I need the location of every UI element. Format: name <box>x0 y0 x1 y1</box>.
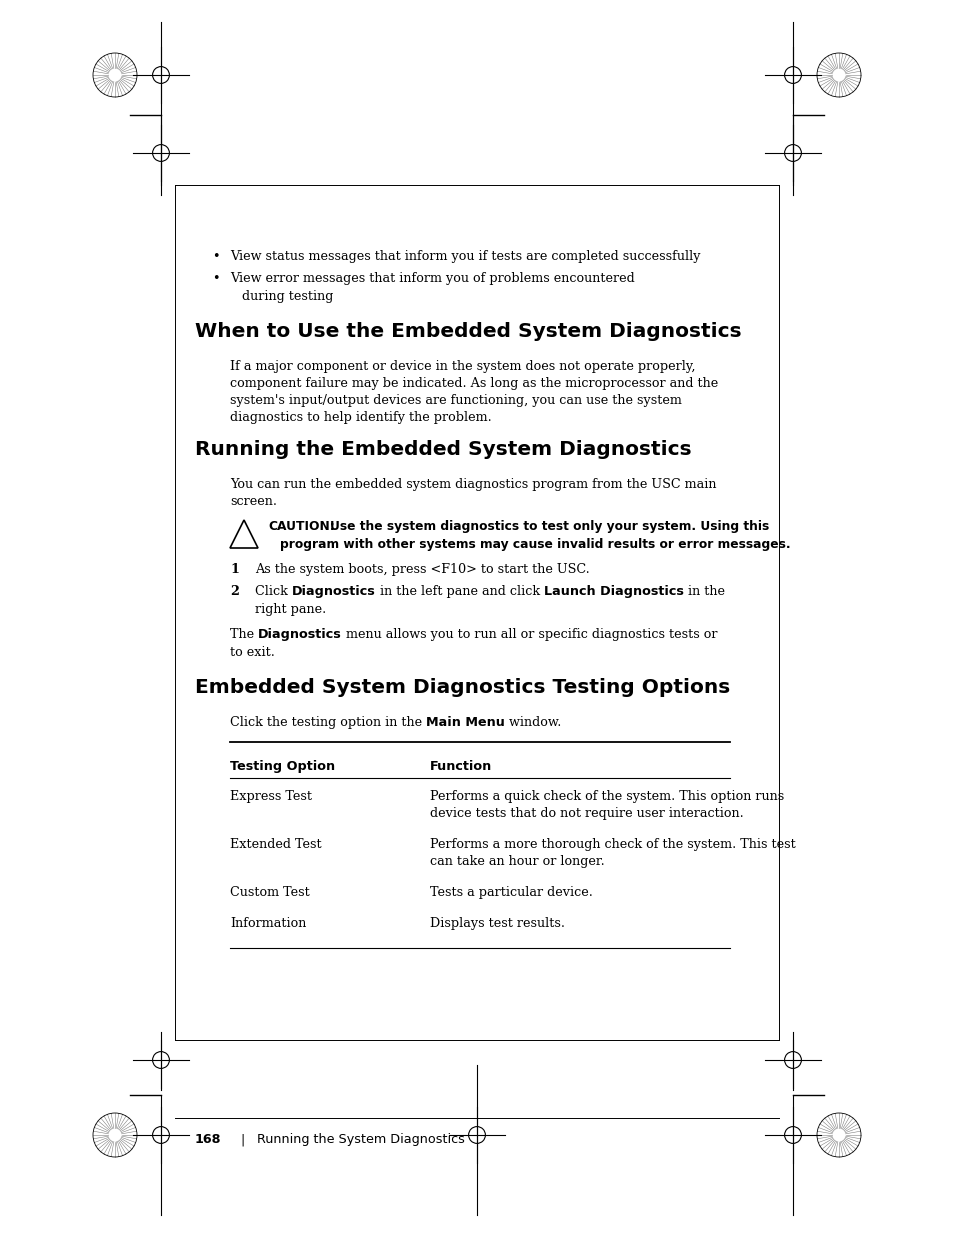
Text: device tests that do not require user interaction.: device tests that do not require user in… <box>430 806 743 820</box>
Text: You can run the embedded system diagnostics program from the USC main: You can run the embedded system diagnost… <box>230 478 716 492</box>
Text: Launch Diagnostics: Launch Diagnostics <box>543 585 683 598</box>
Text: in the: in the <box>683 585 724 598</box>
Text: diagnostics to help identify the problem.: diagnostics to help identify the problem… <box>230 411 491 424</box>
Text: Testing Option: Testing Option <box>230 760 335 773</box>
Text: Click: Click <box>254 585 292 598</box>
Text: component failure may be indicated. As long as the microprocessor and the: component failure may be indicated. As l… <box>230 377 718 390</box>
Text: As the system boots, press <F10> to start the USC.: As the system boots, press <F10> to star… <box>254 563 589 576</box>
Text: View status messages that inform you if tests are completed successfully: View status messages that inform you if … <box>230 249 700 263</box>
Text: Performs a quick check of the system. This option runs: Performs a quick check of the system. Th… <box>430 790 783 803</box>
Text: The: The <box>230 629 258 641</box>
Text: screen.: screen. <box>230 495 276 508</box>
Text: •: • <box>212 249 219 263</box>
Text: If a major component or device in the system does not operate properly,: If a major component or device in the sy… <box>230 359 695 373</box>
Text: menu allows you to run all or specific diagnostics tests or: menu allows you to run all or specific d… <box>341 629 717 641</box>
Text: to exit.: to exit. <box>230 646 274 659</box>
Text: during testing: during testing <box>242 290 333 303</box>
Text: Diagnostics: Diagnostics <box>258 629 341 641</box>
Text: Running the System Diagnostics: Running the System Diagnostics <box>256 1132 464 1146</box>
Text: When to Use the Embedded System Diagnostics: When to Use the Embedded System Diagnost… <box>194 322 740 341</box>
Text: CAUTION:: CAUTION: <box>268 520 335 534</box>
Text: in the left pane and click: in the left pane and click <box>375 585 543 598</box>
Text: Performs a more thorough check of the system. This test: Performs a more thorough check of the sy… <box>430 839 795 851</box>
Text: Running the Embedded System Diagnostics: Running the Embedded System Diagnostics <box>194 440 691 459</box>
Text: 2: 2 <box>230 585 238 598</box>
Text: •: • <box>212 272 219 285</box>
Text: right pane.: right pane. <box>254 603 326 616</box>
Text: Information: Information <box>230 918 306 930</box>
Text: Displays test results.: Displays test results. <box>430 918 564 930</box>
Text: can take an hour or longer.: can take an hour or longer. <box>430 855 604 868</box>
Text: Use the system diagnostics to test only your system. Using this: Use the system diagnostics to test only … <box>330 520 768 534</box>
Text: Express Test: Express Test <box>230 790 312 803</box>
Text: Extended Test: Extended Test <box>230 839 321 851</box>
Text: window.: window. <box>504 716 560 729</box>
Text: Embedded System Diagnostics Testing Options: Embedded System Diagnostics Testing Opti… <box>194 678 729 697</box>
Text: program with other systems may cause invalid results or error messages.: program with other systems may cause inv… <box>280 538 790 551</box>
Text: system's input/output devices are functioning, you can use the system: system's input/output devices are functi… <box>230 394 681 408</box>
Text: 1: 1 <box>230 563 238 576</box>
Text: View error messages that inform you of problems encountered: View error messages that inform you of p… <box>230 272 634 285</box>
Text: Main Menu: Main Menu <box>426 716 504 729</box>
Text: |: | <box>240 1132 244 1146</box>
Text: 168: 168 <box>194 1132 221 1146</box>
Text: Custom Test: Custom Test <box>230 885 310 899</box>
Text: Click the testing option in the: Click the testing option in the <box>230 716 426 729</box>
Text: Diagnostics: Diagnostics <box>292 585 375 598</box>
Text: Tests a particular device.: Tests a particular device. <box>430 885 592 899</box>
Text: Function: Function <box>430 760 492 773</box>
